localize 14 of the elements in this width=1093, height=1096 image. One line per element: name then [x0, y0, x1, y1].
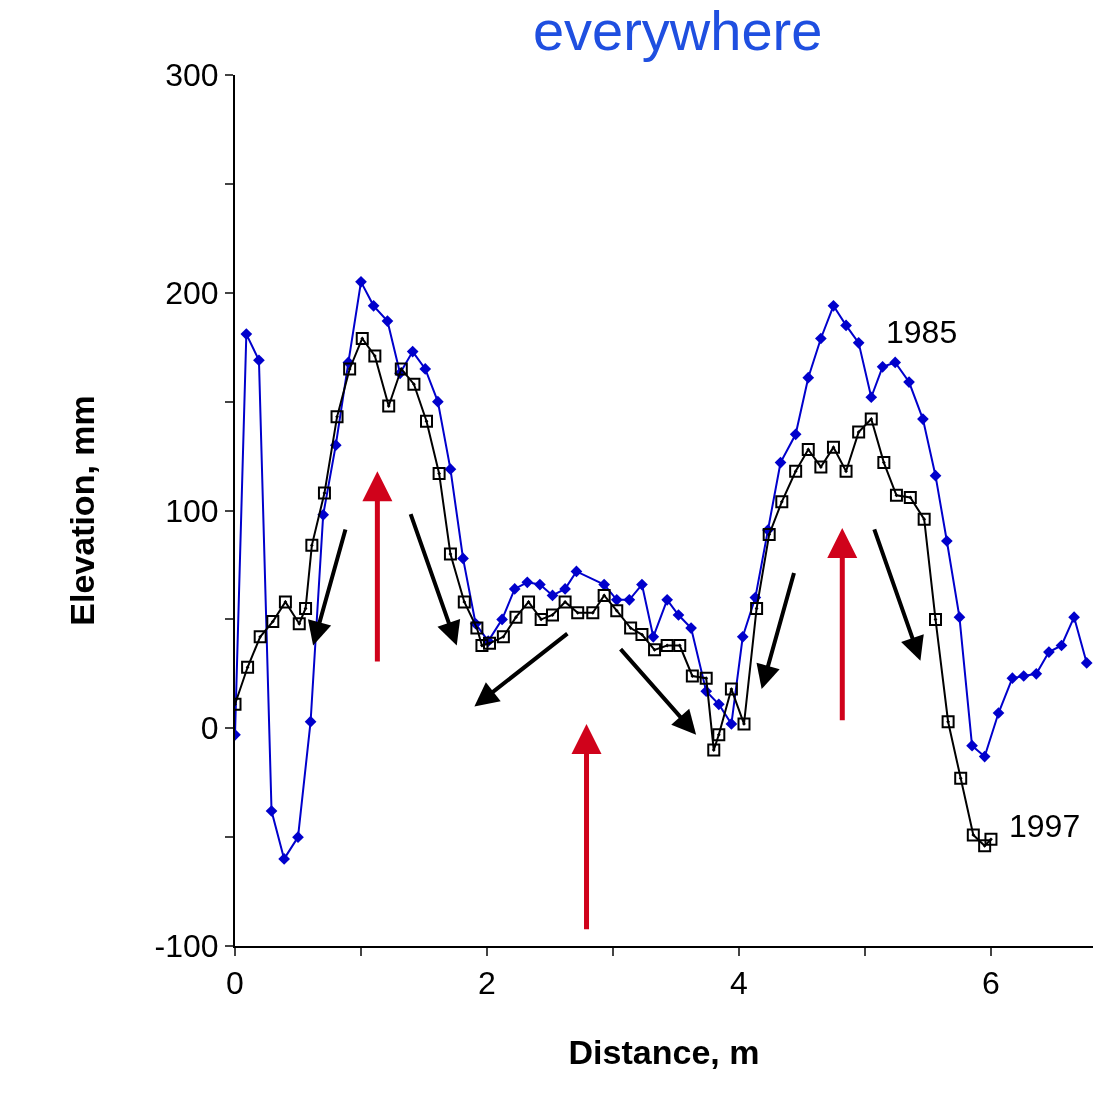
y-tick-label: 300	[165, 57, 219, 94]
x-tick-label: 2	[478, 965, 496, 1002]
y-tick-label: 200	[165, 274, 219, 311]
y-axis-title: Elevation, mm	[62, 395, 101, 626]
chart-title: everywhere	[532, 0, 823, 63]
series-label: 1997	[1009, 808, 1081, 844]
x-tick-label: 6	[982, 965, 1000, 1002]
x-axis-title: Distance, m	[568, 1033, 760, 1072]
x-tick-label: 0	[226, 965, 244, 1002]
y-tick-label: 100	[165, 492, 219, 529]
y-tick-label: 0	[200, 710, 219, 747]
x-tick-label: 4	[730, 965, 748, 1002]
y-tick-label: -100	[154, 928, 219, 965]
series-label: 1985	[886, 314, 958, 350]
